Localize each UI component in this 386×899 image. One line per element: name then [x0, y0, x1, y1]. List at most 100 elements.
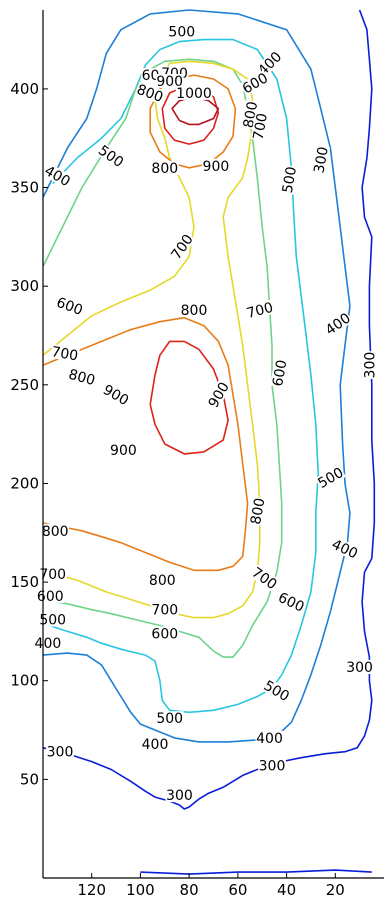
contour-label: 700 [251, 112, 271, 141]
contour-label: 300 [362, 352, 378, 379]
contour-label-bg [100, 381, 132, 408]
contour-label-bg [38, 612, 67, 627]
contour-label-bg [46, 744, 74, 759]
contour-line-1000-10 [171, 96, 220, 126]
y-tick-label: 300 [10, 277, 39, 295]
contour-label-bg [279, 164, 299, 195]
contour-label: 300 [166, 788, 193, 804]
contour-label: 500 [156, 711, 183, 727]
contour-label-bg [155, 711, 184, 726]
contour-label: 300 [346, 660, 373, 676]
contour-label: 500 [39, 613, 66, 629]
y-tick-label: 250 [10, 376, 39, 394]
contour-line-500-3 [42, 38, 320, 714]
contour-label-bg [66, 366, 98, 388]
contour-label: 1000 [176, 86, 212, 102]
contour-label-bg [244, 299, 276, 321]
contour-label-bg [362, 351, 377, 379]
contour-label: 800 [248, 497, 268, 526]
x-ticks: 120 100 80 60 40 20 [77, 873, 345, 899]
contour-label-bg [202, 158, 230, 173]
contour-label: 500 [168, 25, 195, 41]
x-tick-label: 100 [126, 881, 155, 899]
y-tick-label: 50 [20, 770, 39, 788]
contour-label: 600 [270, 359, 290, 388]
contour-label-bg [239, 69, 271, 97]
contour-label-bg [155, 74, 184, 88]
contour-label-bg [38, 567, 67, 582]
contour-label-bg [345, 659, 374, 674]
contour-label-bg [249, 564, 281, 592]
axes [42, 10, 384, 879]
contour-label-bg [150, 160, 179, 175]
contour-label-bg [42, 162, 74, 189]
contour-label-bg [329, 536, 361, 561]
contour-label: 300 [311, 146, 331, 175]
y-ticks: 50 100 150 200 250 300 350 400 [10, 80, 48, 788]
contour-label: 800 [149, 573, 176, 589]
contour-label-bg [168, 231, 196, 263]
x-tick-label: 60 [228, 881, 247, 899]
x-tick-label: 120 [77, 881, 106, 899]
contour-label: 400 [35, 636, 62, 652]
contour-label: 300 [47, 745, 74, 761]
contour-label: 800 [42, 524, 69, 540]
contour-label-bg [258, 758, 286, 773]
contour-label: 600 [151, 626, 178, 642]
contour-label-bg [150, 602, 179, 617]
contour-label-bg [254, 48, 285, 79]
contour-label-bg [311, 144, 331, 175]
contour-label: 700 [39, 567, 66, 583]
contour-label-bg [41, 523, 70, 538]
contour-label-bg [150, 626, 179, 641]
contour-label-bg [54, 294, 86, 318]
contour-line-300-1 [140, 869, 372, 875]
contour-label: 800 [67, 367, 97, 389]
contour-label-bg [165, 788, 194, 803]
y-tick-label: 200 [10, 475, 39, 493]
contour-label: 500 [280, 165, 300, 194]
contour-label: 300 [259, 759, 286, 775]
contour-line-800-6 [42, 316, 249, 572]
contour-label: 800 [181, 303, 208, 319]
contour-label-bg [269, 358, 289, 388]
contour-label-bg [109, 442, 138, 457]
x-tick-label: 40 [277, 881, 296, 899]
x-tick-label: 80 [180, 881, 199, 899]
contour-line-700-5 [42, 60, 261, 619]
contour-line-400-2 [42, 9, 351, 743]
contour-label-bg [261, 677, 293, 704]
contour-label: 400 [142, 737, 169, 753]
contour-label: 700 [50, 344, 79, 364]
contour-label-bg [247, 496, 267, 527]
contour-label-bg [134, 81, 166, 105]
contour-label-bg [275, 589, 307, 615]
y-tick-label: 150 [10, 573, 39, 591]
y-tick-label: 400 [10, 80, 39, 98]
contour-label-bg [49, 343, 80, 363]
contour-label-bg [322, 309, 354, 338]
contour-label: 900 [110, 443, 137, 459]
y-tick-label: 350 [10, 179, 39, 197]
contour-line-900-9 [161, 86, 220, 145]
contour-label-bg [148, 573, 177, 588]
contour-label-bg [255, 730, 284, 745]
x-tick-label: 20 [326, 881, 345, 899]
contour-label-bg [314, 464, 346, 491]
y-tick-label: 100 [10, 672, 39, 690]
contour-label-bg [167, 24, 196, 39]
contour-label: 400 [256, 731, 283, 747]
contour-label-bg [205, 379, 232, 411]
contour-label-bg [180, 302, 208, 317]
contour-label: 700 [245, 300, 275, 322]
contour-label: 900 [203, 159, 230, 175]
contour-label-bg [95, 142, 127, 170]
contour-label: 700 [151, 603, 178, 619]
contour-label: 800 [151, 161, 178, 177]
contour-label-bg [175, 85, 213, 100]
contour-label: 600 [37, 589, 64, 605]
contour-label-bg [250, 111, 270, 142]
contour-labels: 500 400 600 700 900 800 1000 600 800 700 900 800 500… [34, 24, 378, 804]
